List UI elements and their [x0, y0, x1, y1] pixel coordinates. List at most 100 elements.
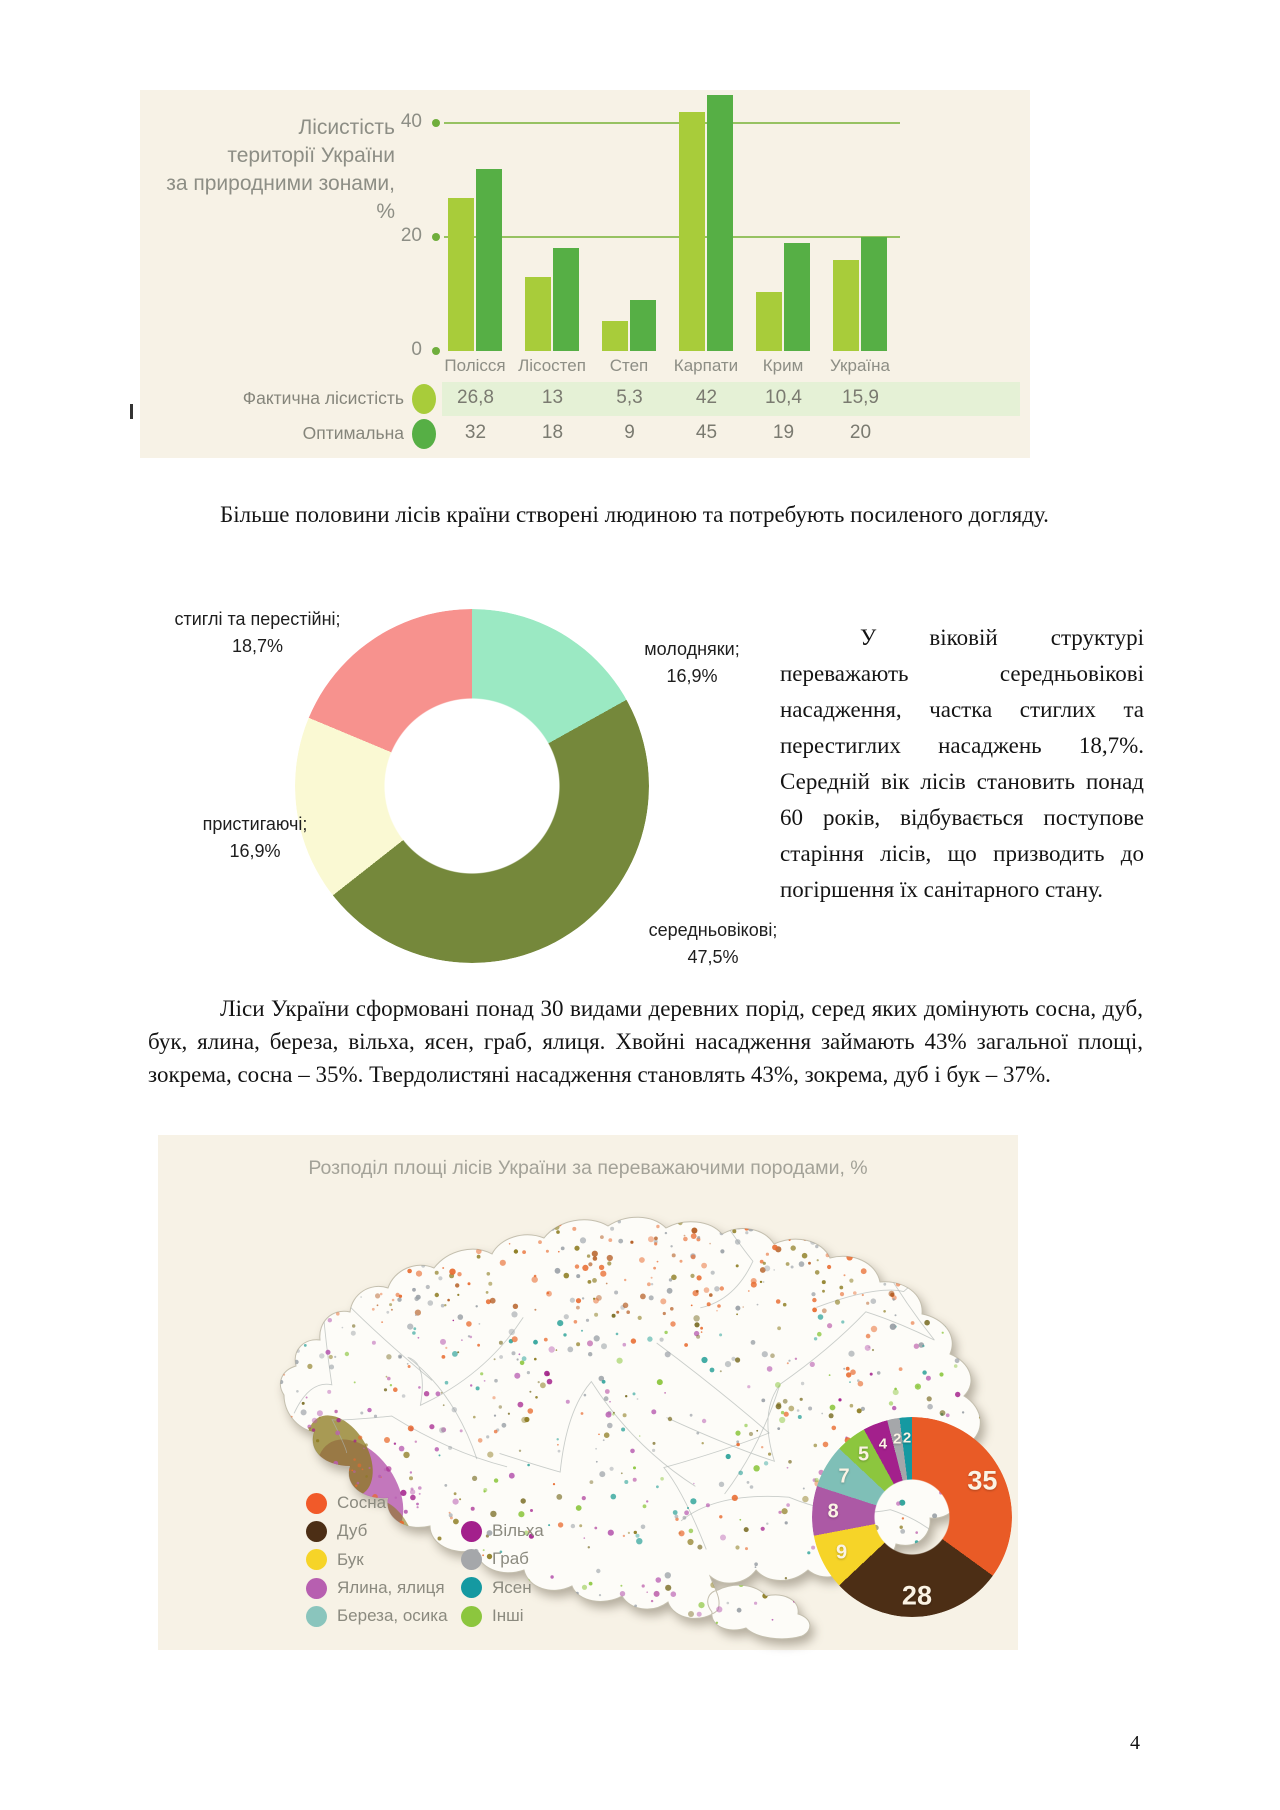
- slice-value: 18,7%: [231, 636, 284, 656]
- bar-chart-title-line1: Лісистість: [298, 116, 395, 139]
- legend-label: Інші: [492, 1606, 524, 1626]
- species-slice-value-Ялина, ялиця: 8: [827, 1500, 839, 1523]
- page-number: 4: [1130, 1732, 1140, 1754]
- donut-label-mature: стиглі та перестійні; 18,7%: [150, 606, 365, 660]
- bar-chart-title-line3: за природними зонами, %: [166, 172, 395, 223]
- bar-actual-Полісся: [448, 198, 474, 351]
- legend-item-Ясен: Ясен: [461, 1574, 544, 1602]
- table-value: 32: [464, 422, 487, 443]
- bar-optimal-Лісостеп: [553, 248, 579, 351]
- table-value: 18: [541, 422, 564, 443]
- slice-label: стиглі та перестійні;: [174, 609, 341, 629]
- species-slice-value-Сосна: 35: [967, 1465, 998, 1496]
- bar-actual-Карпати: [679, 111, 705, 351]
- species-slice-value-Вільха: 4: [878, 1435, 888, 1453]
- legend-item-Інші: Інші: [461, 1602, 544, 1630]
- legend-dot-Сосна: [306, 1492, 327, 1514]
- paragraph-species: Ліси України сформовані понад 30 видами …: [148, 992, 1143, 1091]
- bar-chart-title: Лісистість території України за природни…: [150, 114, 395, 226]
- slice-value: 16,9%: [229, 841, 281, 861]
- species-slice-value-Дуб: 28: [901, 1580, 932, 1611]
- slice-label: молодняки;: [644, 639, 740, 659]
- table-value: 26,8: [457, 387, 494, 408]
- category-label-Лісостеп: Лісостеп: [518, 356, 586, 375]
- slice-value: 47,5%: [687, 947, 739, 967]
- species-donut-chart: [812, 1417, 1012, 1617]
- paragraph-text: У віковій структурі переважають середньо…: [780, 625, 1144, 902]
- table-value: 13: [541, 387, 564, 408]
- slice-label: пристигаючі;: [202, 814, 308, 834]
- bar-chart-title-line2: території України: [227, 144, 395, 167]
- species-slice-value-Ясен: 2: [902, 1429, 912, 1447]
- bar-optimal-Степ: [630, 299, 656, 351]
- series-swatch: [412, 384, 436, 414]
- gridline-20: [444, 236, 900, 238]
- legend-item-Ялина, ялиця: Ялина, ялиця: [306, 1574, 448, 1602]
- age-structure-donut-chart: [295, 609, 649, 963]
- table-value: 9: [624, 422, 635, 443]
- scan-artifact-mark: [130, 404, 133, 419]
- legend-dot-Ялина, ялиця: [306, 1577, 327, 1599]
- legend-column-1: Сосна Дуб Бук Ялина, ялиця Береза, осика: [306, 1489, 448, 1630]
- bar-optimal-Крим: [784, 242, 810, 351]
- ukraine-map: [280, 1216, 981, 1640]
- axis-dot-0: [432, 347, 440, 355]
- category-label-Україна: Україна: [830, 356, 890, 375]
- bar-actual-Степ: [602, 320, 628, 351]
- legend-label: Бук: [337, 1549, 364, 1569]
- legend-label: Граб: [492, 1549, 529, 1569]
- legend-label: Вільха: [492, 1521, 544, 1541]
- y-tick-20: 20: [400, 225, 422, 246]
- legend-label: Ясен: [492, 1577, 532, 1597]
- slice-label: середньовікові;: [648, 920, 778, 940]
- donut-label-young: молодняки; 16,9%: [622, 636, 762, 690]
- table-value: 20: [849, 422, 872, 443]
- donut-label-middle-aged: середньовікові; 47,5%: [618, 917, 808, 971]
- gridline-40: [444, 122, 900, 124]
- species-map-panel: Розподіл площі лісів України за переважа…: [158, 1135, 1018, 1650]
- table-value: 10,4: [765, 387, 802, 408]
- legend-dot-Ясен: [461, 1577, 482, 1599]
- legend-item-Граб: Граб: [461, 1545, 544, 1573]
- map-title: Розподіл площі лісів України за переважа…: [308, 1157, 868, 1179]
- series-name: Оптимальна: [302, 423, 404, 443]
- legend-dot-Вільха: [461, 1520, 482, 1542]
- bar-optimal-Полісся: [476, 168, 502, 351]
- bar-actual-Крим: [756, 291, 782, 351]
- legend-label: Береза, осика: [337, 1606, 448, 1626]
- table-value: 5,3: [616, 387, 643, 408]
- table-row-band: [442, 382, 1020, 416]
- legend-dot-Граб: [461, 1548, 482, 1570]
- paragraph-human-made-forests: Більше половини лісів країни створені лю…: [148, 498, 1143, 532]
- species-slice-value-Бук: 9: [836, 1541, 848, 1564]
- legend-label: Ялина, ялиця: [337, 1578, 445, 1598]
- legend-dot-Інші: [461, 1605, 482, 1627]
- category-label-Карпати: Карпати: [673, 356, 739, 375]
- category-label-Степ: Степ: [609, 356, 649, 375]
- axis-dot-40: [432, 119, 440, 127]
- legend-item-Бук: Бук: [306, 1546, 448, 1574]
- bar-actual-Україна: [833, 260, 859, 351]
- legend-dot-Бук: [306, 1549, 327, 1571]
- bar-actual-Лісостеп: [525, 276, 551, 351]
- legend-dot-Береза, осика: [306, 1605, 327, 1627]
- table-value: 15,9: [842, 387, 879, 408]
- legend-item-Сосна: Сосна: [306, 1489, 448, 1517]
- paragraph-text: Більше половини лісів країни створені лю…: [220, 502, 1049, 527]
- legend-item-Береза, осика: Береза, осика: [306, 1602, 448, 1630]
- legend-dot-Дуб: [306, 1520, 327, 1542]
- species-slice-value-Інші: 5: [858, 1443, 870, 1466]
- legend-label: Сосна: [337, 1493, 387, 1513]
- paragraph-age-structure: У віковій структурі переважають середньо…: [780, 620, 1144, 908]
- bar-optimal-Україна: [861, 237, 887, 351]
- legend-item-Дуб: Дуб: [306, 1517, 448, 1545]
- category-label-Полісся: Полісся: [444, 356, 506, 375]
- table-value: 45: [695, 422, 718, 443]
- axis-dot-20: [432, 233, 440, 241]
- species-slice-value-Граб: 2: [893, 1430, 902, 1448]
- legend-label: Дуб: [337, 1521, 368, 1541]
- forest-cover-chart: Лісистість території України за природни…: [140, 90, 1030, 458]
- category-label-Крим: Крим: [762, 356, 804, 375]
- table-value: 19: [772, 422, 795, 443]
- paragraph-text: Ліси України сформовані понад 30 видами …: [148, 996, 1143, 1087]
